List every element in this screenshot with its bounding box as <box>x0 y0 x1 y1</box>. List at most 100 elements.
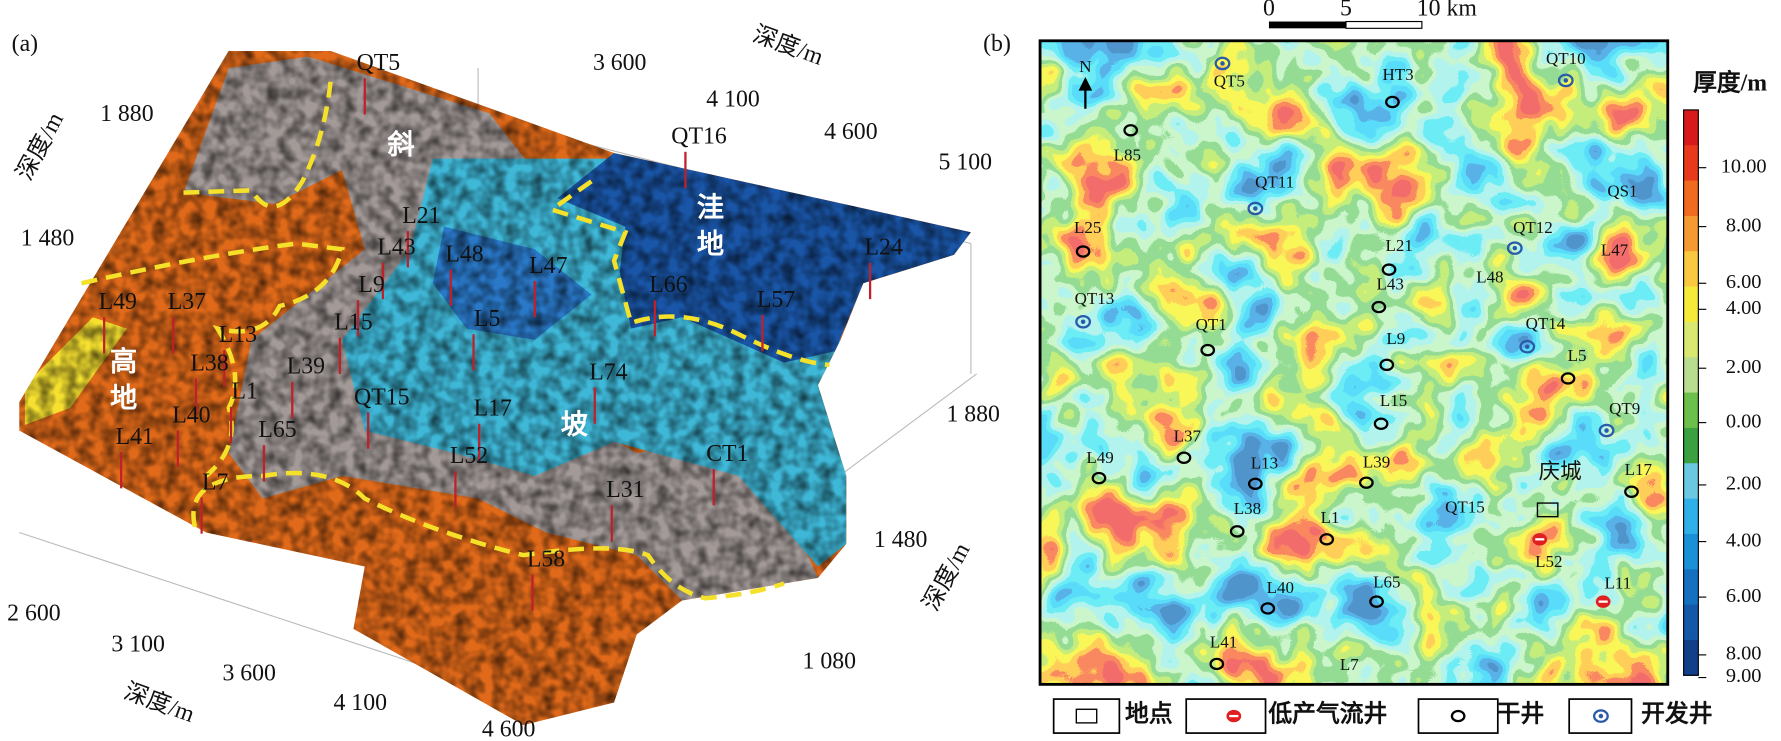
dry-well <box>1319 533 1335 546</box>
well-label: QT16 <box>671 124 727 150</box>
map-frame <box>1038 39 1670 686</box>
colorbar-band <box>1683 604 1699 641</box>
well-label: L39 <box>287 354 325 380</box>
thickness-map <box>1040 40 1668 685</box>
well-label: L40 <box>1267 578 1294 597</box>
well-label: QT15 <box>1445 498 1485 517</box>
dry-well <box>1359 476 1374 489</box>
well-label: L17 <box>1625 460 1652 479</box>
axis-title: 深度/m <box>121 678 199 728</box>
development-well <box>1247 201 1264 216</box>
colorbar-title: 厚度/m <box>1693 68 1767 96</box>
well-label: QT13 <box>1075 289 1115 308</box>
well-label: L7 <box>1340 655 1359 674</box>
development-well <box>1592 709 1609 723</box>
well-label: QT10 <box>1546 49 1586 68</box>
development-well <box>1598 423 1615 438</box>
development-well-core <box>1253 206 1258 211</box>
dry-well <box>1371 300 1387 314</box>
development-well-core <box>1563 78 1569 83</box>
well-label: L15 <box>334 309 372 335</box>
colorbar-band <box>1683 145 1699 182</box>
well-label: L74 <box>589 359 627 385</box>
dry-well <box>1247 477 1263 491</box>
well-label: QT5 <box>357 50 401 76</box>
well-label: L47 <box>529 253 567 279</box>
development-well <box>1519 339 1536 354</box>
colorbar-label: 4.00 <box>1726 529 1762 551</box>
tick-label: 5 100 <box>939 150 993 176</box>
colorbar-label: 2.00 <box>1726 473 1762 495</box>
colorbar-label: 2.00 <box>1726 356 1762 378</box>
colorbar-band <box>1683 215 1699 252</box>
well-label: L7 <box>202 469 229 495</box>
scale-bar <box>1268 20 1423 29</box>
well-label: L13 <box>1251 453 1278 472</box>
dry-well <box>1200 343 1216 357</box>
colorbar-band <box>1683 533 1699 570</box>
well-label: QT11 <box>1255 172 1294 191</box>
tick-label: 1 880 <box>100 101 154 127</box>
dry-well <box>1450 709 1466 723</box>
tick-label: 4 100 <box>706 86 760 112</box>
well-label: QT15 <box>354 384 409 410</box>
well-label: L47 <box>1601 240 1628 259</box>
axis-title: 深度/m <box>749 21 827 71</box>
dry-well <box>1624 485 1639 498</box>
place-symbol <box>1536 502 1559 518</box>
tick-label: 1 080 <box>803 648 857 674</box>
well-label: QT5 <box>1214 72 1245 91</box>
well-label: L48 <box>1476 268 1503 287</box>
north-label: N <box>1079 57 1091 76</box>
scale-label: 10 km <box>1417 0 1478 22</box>
colorbar-band <box>1683 321 1699 358</box>
colorbar-band <box>1683 109 1699 146</box>
colorbar-band <box>1683 498 1699 535</box>
tick-label: 2 600 <box>7 601 61 627</box>
tick-label: 1 480 <box>21 226 75 252</box>
dry-well <box>1373 417 1389 430</box>
well-label: L9 <box>1386 329 1405 348</box>
scale-label: 0 <box>1263 0 1275 22</box>
well-label: L25 <box>1074 218 1101 237</box>
tick-label: 3 600 <box>593 50 647 76</box>
development-well <box>1214 56 1231 71</box>
well-label: L21 <box>402 203 440 229</box>
colorbar-label: 8.00 <box>1726 214 1762 236</box>
panel-label: (b) <box>983 31 1011 57</box>
colorbar-band <box>1683 180 1699 217</box>
well-label: L37 <box>168 289 206 315</box>
dry-well <box>1369 595 1384 608</box>
well-label: L1 <box>231 379 257 405</box>
colorbar-band <box>1683 463 1699 500</box>
well-label: L65 <box>1373 572 1400 591</box>
well-label: L1 <box>1321 508 1340 527</box>
scale-label: 5 <box>1340 0 1352 22</box>
well-label: L5 <box>474 306 500 332</box>
dry-well <box>1560 372 1576 385</box>
colorbar-band <box>1683 427 1699 464</box>
dry-well <box>1091 471 1107 485</box>
legend-label: 干井 <box>1497 701 1545 728</box>
well-label: L40 <box>172 402 210 428</box>
well-label: QS1 <box>1607 182 1637 201</box>
well-label: L15 <box>1380 391 1407 410</box>
development-well-core <box>1598 713 1604 719</box>
development-well-core <box>1604 428 1609 433</box>
dry-well <box>1209 657 1225 671</box>
well-label: L41 <box>1210 632 1237 651</box>
well-label: L48 <box>445 242 483 268</box>
well-label: L49 <box>99 289 137 315</box>
development-well <box>1557 73 1574 88</box>
gas-well-core <box>1535 538 1545 541</box>
development-well-core <box>1220 61 1225 66</box>
development-well <box>1506 241 1523 255</box>
region-label: 洼地 <box>692 193 724 266</box>
dry-well <box>1260 602 1276 615</box>
well-label: L38 <box>190 350 228 376</box>
well-label: QT9 <box>1609 399 1640 418</box>
legend-label: 开发井 <box>1641 700 1712 728</box>
region-label: 坡 <box>561 409 589 439</box>
dry-well <box>1229 525 1245 538</box>
